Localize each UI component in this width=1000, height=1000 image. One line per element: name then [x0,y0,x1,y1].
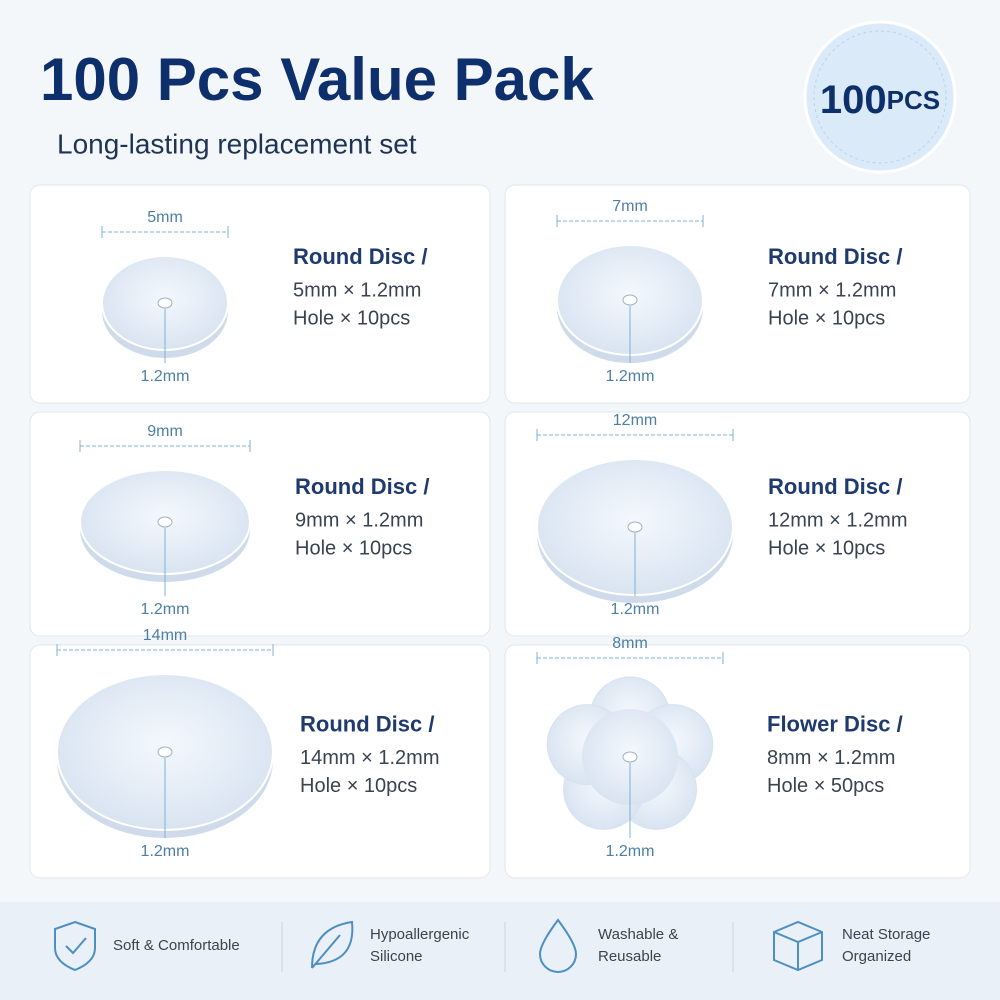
item-size: 9mm × 1.2mm [295,509,423,531]
hole-label: 1.2mm [606,843,655,860]
hole-label: 1.2mm [141,843,190,860]
item-quantity: Hole × 10pcs [293,307,410,329]
hole [157,297,173,309]
shield-icon [54,920,96,972]
features: Soft & Comfortable Hypoallergenic Silicone… [113,926,930,965]
item-name: Round Disc / [768,244,902,269]
feature-text: Neat Storage [842,926,930,943]
feature-text: Silicone [370,948,423,965]
hole [627,521,643,533]
item-quantity: Hole × 10pcs [300,775,417,797]
item-size: 5mm × 1.2mm [293,279,421,301]
badge-number: 100 [820,78,887,122]
cards: 5mm 1.2mm Round Disc / 5mm × 1.2mm Hole × 10… [29,184,971,879]
width-label: 14mm [143,627,187,644]
hole [157,746,173,758]
drop-icon [538,918,578,973]
width-label: 8mm [612,635,648,652]
item-name: Round Disc / [293,244,427,269]
item-name: Round Disc / [300,711,434,736]
card: 5mm 1.2mm Round Disc / 5mm × 1.2mm Hole × 10… [29,184,491,404]
item-name: Round Disc / [768,474,902,499]
hole [157,516,173,528]
item-size: 7mm × 1.2mm [768,279,896,301]
badge [803,20,957,174]
feature-text: Organized [842,948,911,965]
hole-label: 1.2mm [611,601,660,618]
badge-text: 100PCS [820,78,940,122]
hole [622,294,638,306]
width-label: 5mm [147,209,183,226]
subtitle: Long-lasting replacement set [57,128,417,159]
hole [622,751,638,763]
item-quantity: Hole × 10pcs [768,307,885,329]
item-name: Round Disc / [295,474,429,499]
card: 14mm 1.2mm Round Disc / 14mm × 1.2mm Hole × … [29,627,491,879]
item-size: 14mm × 1.2mm [300,747,439,769]
hole-label: 1.2mm [606,368,655,385]
check-icon [65,937,87,955]
feature-text: Washable & [598,926,678,943]
hole-label: 1.2mm [141,368,190,385]
hole-label: 1.2mm [141,601,190,618]
item-quantity: Hole × 10pcs [768,537,885,559]
flower [546,676,714,830]
width-label: 9mm [147,423,183,440]
item-quantity: Hole × 10pcs [295,537,412,559]
width-label: 7mm [612,198,648,215]
feature-text: Soft & Comfortable [113,937,240,954]
feature-text: Reusable [598,948,661,965]
card: 7mm 1.2mm Round Disc / 7mm × 1.2mm Hole × 10… [504,184,971,404]
item-name: Flower Disc / [767,711,903,736]
box-icon [773,920,823,972]
item-quantity: Hole × 50pcs [767,775,884,797]
feature-text: Hypoallergenic [370,926,470,943]
item-size: 12mm × 1.2mm [768,509,907,531]
leaf-icon [311,920,354,969]
card: 12mm 1.2mm Round Disc / 12mm × 1.2mm Hole × … [504,411,971,637]
card: 8mm 1.2mm Flower Disc / 8mm × 1.2mm Hole × 5… [504,635,971,879]
feature-icons [54,918,823,973]
width-label: 12mm [613,412,657,429]
feature-bar [0,902,1000,1000]
feature-dividers [281,922,734,972]
item-size: 8mm × 1.2mm [767,747,895,769]
badge-ring [813,30,947,164]
title: 100 Pcs Value Pack [40,46,594,113]
badge-unit: PCS [887,85,940,115]
card: 9mm 1.2mm Round Disc / 9mm × 1.2mm Hole × 10… [29,411,491,637]
